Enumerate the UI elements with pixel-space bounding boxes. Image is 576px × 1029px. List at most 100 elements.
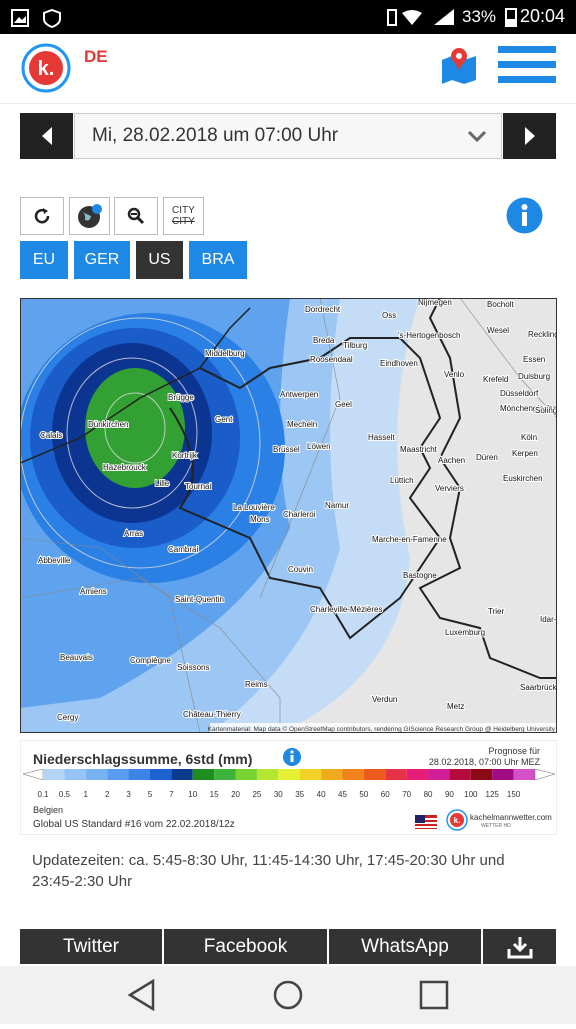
scale-segment <box>256 769 279 780</box>
share-button[interactable]: WhatsApp <box>329 929 481 964</box>
dropdown-icon <box>467 130 487 142</box>
city-label: Tilburg <box>343 341 367 350</box>
language[interactable]: DE <box>84 47 108 66</box>
logo[interactable]: k. <box>20 42 72 94</box>
us-flag <box>415 815 437 829</box>
city-label: Dünkirchen <box>88 420 128 429</box>
city-label: Idar-Oberstein <box>540 615 557 624</box>
scale-segment <box>107 769 129 780</box>
map-credit: Kartenmaterial: Map data © OpenStreetMap… <box>208 725 556 733</box>
map-border <box>20 298 557 733</box>
share-label: WhatsApp <box>361 935 449 957</box>
scale-label: 25 <box>252 790 261 799</box>
city-label: Maastricht <box>400 445 438 454</box>
city-label: Bastogne <box>403 571 437 580</box>
nav-bar <box>0 966 576 1024</box>
city-label: Saarbrücken <box>520 683 557 692</box>
scale-segment <box>342 769 364 780</box>
next-icon <box>524 127 535 145</box>
scale-label: 80 <box>424 790 433 799</box>
city-label: Verdun <box>372 695 397 704</box>
scale-label: 1 <box>84 790 89 799</box>
scale-segment <box>43 769 65 780</box>
scale-label: 20 <box>231 790 240 799</box>
info-button[interactable] <box>506 197 543 234</box>
city-label: Brüssel <box>273 445 300 454</box>
city-label: Roosendaal <box>310 355 353 364</box>
scale-arrow <box>534 769 556 781</box>
prev-icon <box>41 127 52 145</box>
scale-segment <box>64 769 86 780</box>
city-label: Breda <box>313 336 335 345</box>
city-label: Soissons <box>177 663 209 672</box>
download-button[interactable] <box>483 929 556 964</box>
color-scale: 0.1 0.5 1 2 3 5 7 10 15 20 25 30 35 40 45 50 60 70 80 90 100… <box>22 769 556 799</box>
legend-title: Niederschlagssumme, 6std (mm) <box>33 751 253 767</box>
date-select[interactable]: Mi, 28.02.2018 um 07:00 Uhr <box>74 113 502 159</box>
date-text: Mi, 28.02.2018 um 07:00 Uhr <box>92 125 339 146</box>
region-button[interactable]: GER <box>74 241 130 279</box>
scale-segment <box>171 769 193 780</box>
scale-segment <box>385 769 407 780</box>
city-label: Essen <box>523 355 545 364</box>
battery: 33% <box>462 7 497 26</box>
city-button[interactable]: CITY CITY <box>163 197 204 235</box>
scale-label: 45 <box>338 790 347 799</box>
city-label: Euskirchen <box>503 474 543 483</box>
city-label: Düren <box>476 453 498 462</box>
brand-logo: k. <box>446 809 468 831</box>
prev-button[interactable] <box>20 113 73 159</box>
scale-label: 5 <box>148 790 153 799</box>
share-button[interactable]: Facebook <box>164 929 327 964</box>
forecast-time: 28.02.2018, 07:00 Uhr MEZ <box>428 757 540 767</box>
city-label: Duisburg <box>518 372 550 381</box>
city-label: Château-Thierry <box>183 710 241 719</box>
scale-label: 2 <box>105 790 110 799</box>
city-label: Luxemburg <box>445 628 485 637</box>
scale-label: 10 <box>188 790 197 799</box>
battery-icon <box>505 8 517 27</box>
city-label: Compiègne <box>130 656 171 665</box>
menu-button[interactable] <box>498 44 556 86</box>
city-label: Mecheln <box>287 420 317 429</box>
zoom-button[interactable] <box>114 197 158 235</box>
update-times: Updatezeiten: ca. 5:45-8:30 Uhr, 11:45-1… <box>32 852 505 890</box>
scale-segment <box>470 769 493 780</box>
city-label: Gent <box>215 415 233 424</box>
city-labels: Dordrecht Nijmegen Bocholt Oss 's-Hertogenbo… <box>37 298 557 723</box>
scale-segment <box>492 769 514 780</box>
scale-segment <box>363 769 386 780</box>
map-pin-button[interactable] <box>440 46 478 84</box>
city-label: Köln <box>521 433 537 442</box>
next-button[interactable] <box>503 113 556 159</box>
city-label: Hasselt <box>368 433 395 442</box>
region-button[interactable]: BRA <box>189 241 247 279</box>
share-button[interactable]: Twitter <box>20 929 162 964</box>
city-label: Geel <box>335 400 352 409</box>
status-bar: 33% 20:04 <box>0 0 576 34</box>
scale-label: 7 <box>169 790 174 799</box>
city-label: Antwerpen <box>280 390 318 399</box>
region-button[interactable]: EU <box>20 241 68 279</box>
share-label: Twitter <box>63 935 119 957</box>
scale-label: 50 <box>359 790 368 799</box>
scale-segment <box>214 769 236 780</box>
signal-icons <box>387 9 454 26</box>
region-button[interactable]: US <box>136 241 183 279</box>
scale-label: 100 <box>464 790 478 799</box>
city-label: Oss <box>382 311 396 320</box>
legend-region: Belgien <box>33 805 64 815</box>
legend-info[interactable] <box>282 747 302 767</box>
city-label: Mönchengladbach <box>500 404 557 413</box>
city-label: Brügge <box>168 393 194 402</box>
forecast-label: Prognose für <box>488 746 540 756</box>
refresh-icon <box>34 208 50 224</box>
globe-button[interactable] <box>69 197 110 235</box>
map[interactable]: Dordrecht Nijmegen Bocholt Oss 's-Hertogenbo… <box>20 298 557 733</box>
refresh-button[interactable] <box>20 197 64 235</box>
city-label: Reims <box>245 680 268 689</box>
scale-label: 70 <box>402 790 411 799</box>
city-label: Venlo <box>444 370 465 379</box>
